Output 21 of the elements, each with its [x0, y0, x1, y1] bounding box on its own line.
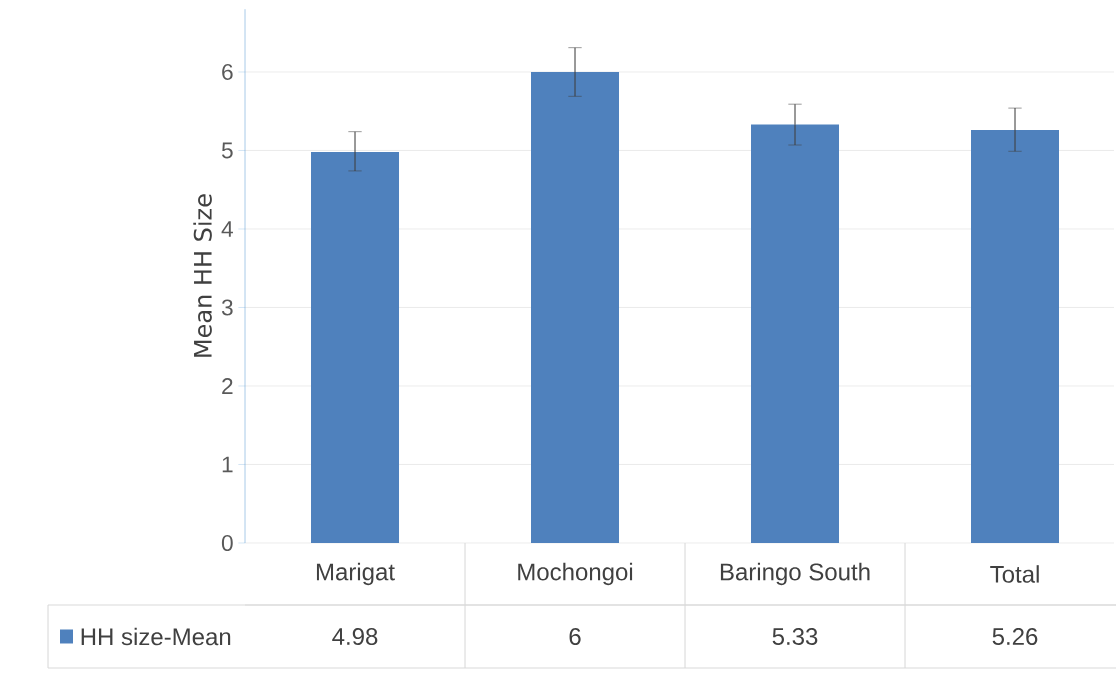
y-tick-label: 6: [222, 63, 233, 81]
x-tick-label: Marigat: [316, 562, 395, 586]
data-label: 4.98: [332, 627, 378, 645]
y-tick-label: 3: [221, 299, 233, 316]
x-tick-label: Baringo South: [720, 562, 870, 586]
data-label: 5.26: [992, 627, 1038, 645]
y-tick-label: 0: [221, 534, 233, 552]
legend-label: HH size-Mean: [81, 627, 231, 646]
x-tick-label: Mochongoi: [518, 562, 633, 586]
bar: [971, 130, 1059, 543]
data-label: 6: [569, 627, 581, 645]
y-tick-label: 2: [222, 378, 233, 394]
y-tick-label: 5: [221, 142, 233, 159]
data-label: 5.33: [772, 627, 818, 645]
bar: [531, 72, 620, 543]
y-axis-title: Mean HH Size: [193, 194, 212, 357]
y-tick-label: 1: [222, 456, 233, 473]
bar: [311, 152, 400, 543]
bar: [751, 124, 840, 543]
x-tick-label: Total: [990, 565, 1039, 583]
y-tick-label: 4: [221, 221, 233, 237]
